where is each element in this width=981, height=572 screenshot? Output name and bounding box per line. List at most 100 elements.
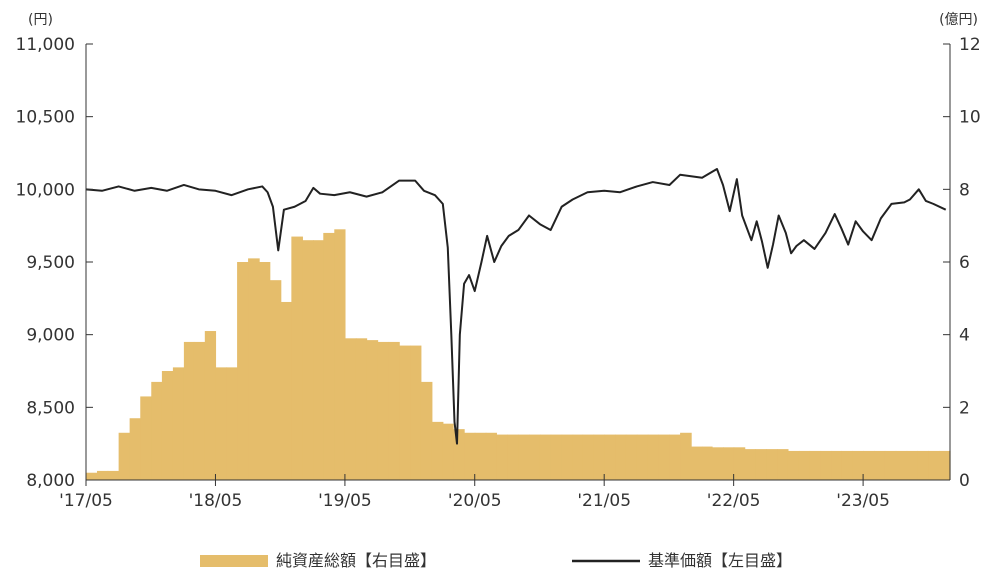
net-assets-bar — [852, 450, 864, 480]
net-assets-bar — [561, 434, 574, 480]
net-assets-bar — [841, 450, 854, 480]
x-tick-label: '22/05 — [707, 491, 761, 511]
net-assets-bar — [863, 450, 875, 480]
net-assets-bar — [691, 446, 703, 480]
right-axis-unit: (億円) — [939, 12, 978, 28]
net-assets-bar — [777, 449, 789, 480]
net-assets-bar — [118, 432, 131, 480]
x-tick-label: '17/05 — [59, 491, 113, 511]
net-assets-bar — [604, 434, 616, 480]
net-assets-bar — [107, 470, 120, 480]
nav-line — [85, 167, 947, 445]
net-assets-bar — [183, 341, 195, 480]
net-assets-bar — [302, 240, 314, 480]
net-assets-bar — [895, 450, 908, 480]
net-assets-bar — [928, 450, 940, 480]
net-assets-bar — [86, 472, 98, 480]
net-assets-bar — [906, 450, 918, 480]
left-tick-label: 10,500 — [16, 108, 75, 128]
net-assets-bar — [161, 371, 174, 480]
right-tick-label: 8 — [959, 180, 970, 200]
net-assets-bar — [582, 434, 595, 480]
net-assets-bar — [615, 434, 627, 480]
net-assets-bar — [939, 450, 951, 480]
net-assets-bar — [377, 341, 390, 480]
legend: 純資産総額【右目盛】 基準価額【左目盛】 — [200, 551, 792, 570]
net-assets-bar — [917, 450, 929, 480]
net-assets-bar — [518, 434, 530, 480]
net-assets-bar — [636, 434, 649, 480]
net-assets-bar — [129, 418, 141, 480]
net-assets-bar — [248, 258, 260, 480]
net-assets-bar — [215, 367, 228, 480]
net-assets-bar — [669, 434, 681, 480]
net-assets-bar — [193, 341, 206, 480]
net-assets-bar — [323, 232, 335, 480]
legend-label-nav: 基準価額【左目盛】 — [648, 551, 792, 570]
net-assets-bar — [831, 450, 843, 480]
net-assets-bar — [97, 470, 109, 480]
x-tick-label: '21/05 — [577, 491, 631, 511]
net-assets-bar — [539, 434, 552, 480]
net-assets-bar — [884, 450, 897, 480]
left-tick-label: 8,000 — [26, 471, 75, 491]
net-assets-bar — [529, 434, 541, 480]
net-assets-bar — [550, 434, 563, 480]
net-assets-bar — [712, 447, 724, 480]
right-axis-ticks: 0 2 4 6 8 10 12 — [943, 35, 981, 491]
net-assets-bar — [766, 449, 778, 480]
net-assets-bar — [874, 450, 886, 480]
net-assets-bar — [464, 432, 476, 480]
net-assets-bar — [507, 434, 519, 480]
net-assets-bar — [204, 331, 217, 480]
left-tick-label: 8,500 — [26, 398, 75, 418]
right-tick-label: 6 — [959, 253, 970, 273]
net-assets-bar — [334, 229, 346, 480]
left-tick-label: 9,000 — [26, 326, 75, 346]
net-assets-bar — [798, 450, 811, 480]
x-tick-label: '18/05 — [189, 491, 243, 511]
right-tick-label: 12 — [959, 35, 981, 55]
right-tick-label: 0 — [959, 471, 970, 491]
net-assets-bar — [787, 450, 800, 480]
net-assets-bar — [442, 423, 454, 480]
net-assets-bar — [744, 449, 756, 480]
legend-swatch-net-assets — [200, 555, 268, 567]
x-tick-label: '19/05 — [318, 491, 372, 511]
x-tick-label: '23/05 — [836, 491, 890, 511]
net-assets-bar — [399, 345, 411, 480]
net-assets-bar — [474, 432, 487, 480]
net-assets-bars — [86, 229, 951, 480]
net-assets-bar — [388, 341, 400, 480]
left-tick-label: 11,000 — [16, 35, 75, 55]
net-assets-bar — [485, 432, 497, 480]
net-assets-bar — [151, 381, 163, 480]
net-assets-bar — [647, 434, 660, 480]
net-assets-bar — [140, 396, 152, 480]
net-assets-bar — [755, 449, 767, 480]
net-assets-bar — [280, 301, 292, 480]
net-assets-bar — [453, 429, 465, 480]
net-assets-bar — [237, 262, 249, 480]
net-assets-bar — [431, 421, 444, 480]
net-assets-bar — [355, 338, 368, 480]
legend-label-net-assets: 純資産総額【右目盛】 — [276, 551, 436, 570]
net-assets-bar — [625, 434, 638, 480]
left-tick-label: 9,500 — [26, 253, 75, 273]
net-assets-bar — [366, 340, 379, 480]
net-assets-bar — [420, 381, 433, 480]
net-assets-bar — [344, 338, 357, 480]
net-assets-bar — [572, 434, 584, 480]
net-assets-bar — [820, 450, 833, 480]
net-assets-bar — [658, 434, 671, 480]
net-assets-bar — [496, 434, 508, 480]
net-assets-bar — [259, 262, 271, 480]
net-assets-bar — [313, 240, 324, 480]
net-assets-bar — [702, 446, 713, 480]
net-assets-bar — [291, 236, 303, 480]
net-assets-bar — [226, 367, 238, 480]
left-tick-label: 10,000 — [16, 180, 75, 200]
net-assets-bar — [809, 450, 822, 480]
left-axis-ticks: 8,000 8,500 9,000 9,500 10,000 10,500 11,000 — [16, 35, 93, 491]
